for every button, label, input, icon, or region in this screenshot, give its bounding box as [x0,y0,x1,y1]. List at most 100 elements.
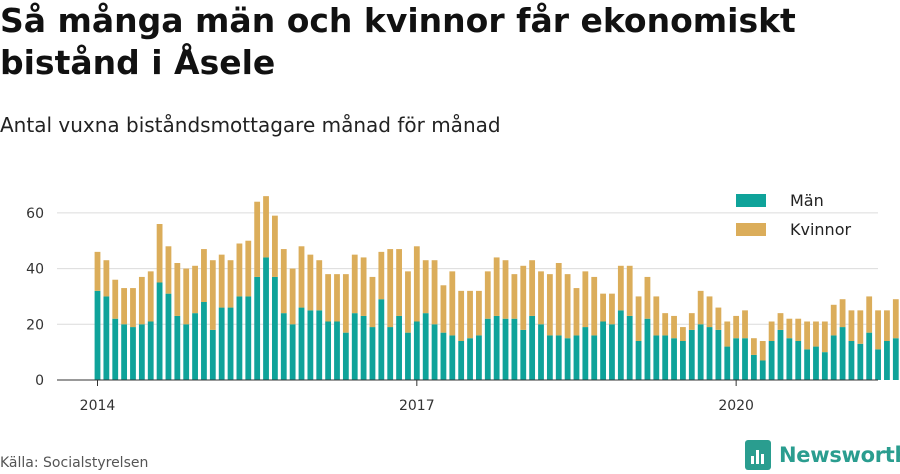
bar-women [298,246,305,308]
bar-men [378,299,385,380]
bar-men [174,315,181,380]
bar-women [538,271,544,325]
x-tick-label: 2017 [399,398,435,414]
bar-women [236,243,243,297]
y-tick-label: 20 [26,317,44,333]
bar-women [263,196,269,258]
bar-men [467,338,473,380]
bar-women [821,321,828,353]
bar-women [813,321,819,347]
bar-women [777,313,784,330]
bar-women [156,224,163,283]
bar-men [369,327,376,380]
x-tick-label: 2014 [80,398,116,414]
bar-women [289,268,296,325]
bar-men [892,338,899,380]
bar-men [156,282,163,380]
bar-men [546,335,553,380]
bar-women [467,290,473,339]
bar-women [564,274,571,339]
bar-women [94,251,101,291]
bar-men [857,343,864,380]
bar-women [431,260,438,325]
legend-swatch-men [736,194,766,207]
bar-men [538,324,544,380]
bar-women [715,307,722,330]
bar-men [431,324,438,380]
bar-men [662,335,669,380]
bar-men [422,313,429,380]
bar-women [254,201,261,277]
bar-women [724,321,731,347]
bars [94,196,899,380]
bar-men [280,313,287,380]
bar-men [529,315,536,380]
source-note: Källa: Socialstyrelsen [0,455,149,471]
bar-men [130,327,136,380]
bar-men [830,335,837,380]
bar-women [405,271,411,333]
legend-item-men: Män [736,191,824,210]
bar-men [511,318,518,380]
bar-women [546,274,553,336]
bar-men [795,341,802,380]
bar-women [334,274,340,322]
bar-men [396,315,402,380]
bar-women [502,260,509,319]
bar-men [165,293,172,380]
bar-women [138,276,145,325]
bar-men [600,321,606,380]
bar-women [493,257,500,316]
bar-men [192,313,198,380]
bar-women [351,254,358,314]
bar-men [138,324,145,380]
bar-men [680,341,686,380]
bar-women [848,310,855,341]
bar-men [555,335,562,380]
bar-women [280,249,287,314]
bar-women [201,249,207,302]
bar-men [351,313,358,380]
bar-women [325,274,332,322]
bar-women [369,276,376,328]
bar-men [209,329,216,380]
legend-swatch-women [736,223,766,236]
bar-women [174,263,181,316]
bar-men [582,327,589,380]
bar-men [564,338,571,380]
bar-men [875,349,881,380]
bar-women [192,265,198,314]
bar-women [529,260,536,316]
bar-women [600,293,606,322]
bar-men [653,335,660,380]
bar-women [130,288,136,328]
bar-chart-icon [745,440,771,470]
bar-women [750,338,757,355]
bar-women [626,265,633,316]
bar-women [875,310,881,350]
bar-women [733,315,740,339]
bar-women [795,318,802,341]
bar-women [342,274,349,333]
bar-men [617,310,624,380]
bar-men [635,341,642,380]
newsworthy-logo: Newsworthy [745,440,900,470]
bar-men [573,335,580,380]
bar-men [147,321,154,380]
bar-women [458,290,465,341]
bar-women [582,271,589,328]
bar-women [884,310,890,341]
bar-women [697,290,704,325]
bar-women [804,321,810,350]
bar-women [839,299,846,328]
bar-men [254,276,261,380]
bar-men [839,327,846,380]
bar-women [706,296,713,328]
bar-men [520,329,527,380]
bar-men [848,341,855,380]
bar-women [413,246,420,322]
bar-men [307,310,314,380]
bar-men [476,335,482,380]
bar-women [272,215,278,277]
bar-women [378,251,385,300]
